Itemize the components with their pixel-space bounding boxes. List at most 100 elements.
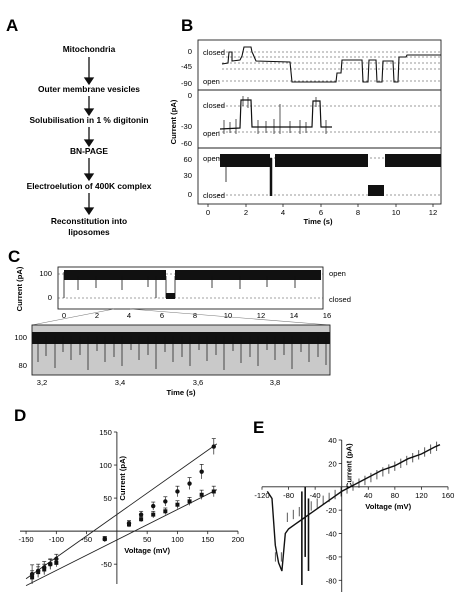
b1-ytick-1: -45 <box>181 62 192 71</box>
b1-state-open: open <box>203 77 220 86</box>
b3-open-block-1 <box>220 154 270 167</box>
c-top-frame <box>57 266 324 310</box>
b2-ytick-0: 0 <box>188 91 192 100</box>
c-zoom-open-band <box>32 332 330 344</box>
b3-ytick-1: 30 <box>184 171 192 180</box>
b2-ytick-1: -30 <box>181 122 192 131</box>
flow-arrowhead-3 <box>83 139 95 148</box>
flow-step-2: Outer membrane vesicles <box>38 84 140 94</box>
flow-step-3: Solubilisation in 1 % digitonin <box>29 115 148 125</box>
d-point-series2 <box>187 499 192 504</box>
d-xtick-label: -150 <box>18 535 33 544</box>
d-fit-line-2 <box>25 489 218 587</box>
d-ytick-label: 50 <box>103 494 111 503</box>
panel-b: 0 -45 -90 closed open 0 -30 -60 closed o… <box>169 39 442 226</box>
d-xtick-label: -100 <box>49 535 64 544</box>
d-fit-line-1 <box>25 443 218 580</box>
e-xtick-label: -80 <box>283 491 294 500</box>
d-xtick-label: 100 <box>171 535 184 544</box>
d-ytick-label: -50 <box>101 560 112 569</box>
d-point-series2 <box>139 517 144 522</box>
c-xtick-3: 6 <box>160 311 164 320</box>
c-xtick-6: 12 <box>257 311 265 320</box>
panel-label-d: D <box>14 406 26 425</box>
c-xtick-2: 4 <box>127 311 131 320</box>
b3-ytick-2: 0 <box>188 190 192 199</box>
e-xtick-label: 80 <box>391 491 399 500</box>
d-point-series1 <box>138 512 144 517</box>
d-point-series1 <box>163 499 168 504</box>
b-xtick-1: 2 <box>244 208 248 217</box>
e-ylabel: Current (pA) <box>345 443 354 488</box>
b-xtick-0: 0 <box>206 208 210 217</box>
b3-state-closed: closed <box>203 191 225 200</box>
flow-step-4: BN-PAGE <box>70 146 108 156</box>
d-point-series1 <box>175 489 180 494</box>
c-open-block-2 <box>175 270 321 280</box>
b2-trace <box>219 99 332 130</box>
e-ytick-label: 20 <box>328 459 336 468</box>
d-xlabel: Voltage (mV) <box>124 546 170 555</box>
b3-open-block-2 <box>275 154 368 167</box>
c-zoom-xtick-3: 3,8 <box>270 378 281 387</box>
d-xtick-label: 150 <box>201 535 214 544</box>
e-xtick-label: -120 <box>254 491 269 500</box>
e-ytick-label: -60 <box>326 553 337 562</box>
d-point-series2 <box>211 489 216 494</box>
d-point-series2 <box>163 509 168 514</box>
d-ytick-label: 150 <box>99 428 112 437</box>
d-point-series2 <box>30 575 35 580</box>
c-closed-block <box>166 293 175 299</box>
e-xtick-label: 120 <box>415 491 428 500</box>
e-xtick-label: -40 <box>310 491 321 500</box>
panel-label-e: E <box>253 418 264 437</box>
flowchart: Mitochondria Outer membrane vesicles Sol… <box>27 44 152 237</box>
flow-step-5: Electroelution of 400K complex <box>27 181 152 191</box>
flow-arrowhead-1 <box>83 77 95 86</box>
e-ytick-label: -40 <box>326 530 337 539</box>
e-ytick-label: -80 <box>326 576 337 585</box>
b-xtick-2: 4 <box>281 208 285 217</box>
c-top-spikes <box>63 272 296 298</box>
d-point-series2 <box>127 522 131 527</box>
b-xtick-6: 12 <box>429 208 437 217</box>
e-current-trace <box>266 444 441 572</box>
panel-e-chart: -120 -80 -40 40 80 120 160 40 20 -20 -40 -60 -80 Vo… <box>254 436 454 592</box>
e-xlabel: Voltage (mV) <box>365 502 411 511</box>
c-xtick-8: 16 <box>323 311 331 320</box>
b2-noise <box>223 96 327 134</box>
d-xtick-label: 200 <box>232 535 245 544</box>
b1-state-closed: closed <box>203 48 225 57</box>
b2-state-open: open <box>203 129 220 138</box>
d-point-series2 <box>54 560 59 565</box>
c-zoom-connector-left <box>31 308 115 326</box>
c-xtick-1: 2 <box>95 311 99 320</box>
c-zoom-ytick-1: 80 <box>19 361 27 370</box>
flow-step-6-cont: liposomes <box>68 227 110 237</box>
b2-ytick-2: -60 <box>181 139 192 148</box>
d-point-series1 <box>199 469 204 474</box>
d-point-series1 <box>151 503 156 509</box>
b1-ytick-2: -90 <box>181 79 192 88</box>
c-xlabel: Time (s) <box>167 388 196 397</box>
c-xtick-0: 0 <box>62 311 66 320</box>
d-point-series2 <box>102 537 107 542</box>
c-zoom-ytick-0: 100 <box>14 333 27 342</box>
panel-label-b: B <box>181 16 193 35</box>
d-point-series1 <box>187 481 192 486</box>
c-zoom-spikes <box>37 336 327 370</box>
flow-arrowhead-2 <box>83 108 95 117</box>
d-point-series2 <box>199 492 204 497</box>
c-zoom-xtick-0: 3,2 <box>37 378 48 387</box>
flow-arrowhead-5 <box>83 207 95 216</box>
c-zoom-xtick-1: 3,4 <box>115 378 126 387</box>
d-point-series2 <box>48 562 53 567</box>
b-ylabel: Current (pA) <box>169 99 178 144</box>
e-ytick-label: -20 <box>326 506 337 515</box>
b1-trace <box>221 46 441 83</box>
d-point-series1 <box>211 444 216 449</box>
b3-open-block-3 <box>385 154 441 167</box>
e-ytick-label: 40 <box>328 436 336 445</box>
c-ylabel: Current (pA) <box>15 266 24 311</box>
b-xtick-4: 8 <box>356 208 360 217</box>
